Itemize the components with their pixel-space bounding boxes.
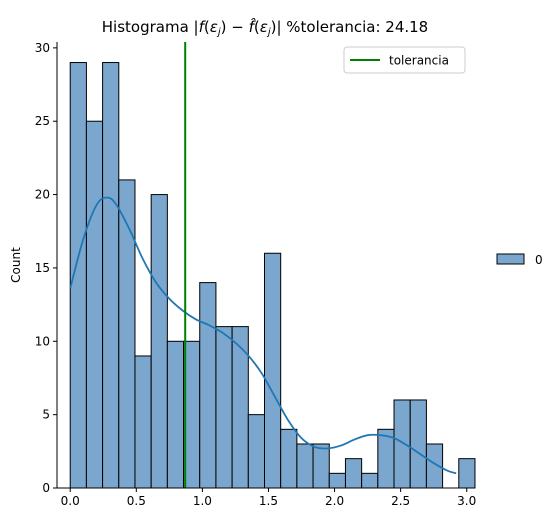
y-tick-label: 10 [35,334,50,348]
y-axis-label: Count [9,247,23,283]
x-tick-label: 0.0 [61,494,80,508]
histogram-bar [361,472,379,489]
y-tick-label: 25 [35,114,50,128]
histogram-bar [312,443,330,489]
legend-series-label: 0 [535,253,543,267]
histogram-bar [134,355,152,489]
histogram-bar [458,458,476,489]
histogram-bar [166,340,185,489]
histogram-bar [296,443,314,489]
histogram-bar [231,326,249,489]
y-tick-label: 5 [42,408,50,422]
x-tick-label: 2.5 [391,494,410,508]
x-tick-label: 1.0 [193,494,212,508]
x-tick-label: 1.5 [259,494,278,508]
y-tick-label: 20 [35,188,50,202]
histogram-bar [344,458,363,489]
legend-series-swatch [496,253,525,265]
histogram-bar [280,428,298,489]
legend-box [343,46,466,74]
histogram-bar [215,326,233,489]
x-tick-label: 3.0 [457,494,476,508]
histogram-bar [150,194,168,489]
y-tick-label: 0 [42,481,50,495]
histogram-bar [409,399,427,489]
histogram-bar [199,282,217,489]
legend-tolerancia: tolerancia [343,46,466,74]
x-tick-label: 2.0 [325,494,344,508]
kde-curve-group [69,196,457,475]
chart-title: Histograma |f(εj) − f̂(εj)| %tolerancia:… [102,17,428,38]
histogram-bars [69,62,476,489]
histogram-bar [85,120,104,489]
histogram-bar [328,472,346,489]
legend-series: 0 [496,253,543,267]
y-tick-label: 15 [35,261,50,275]
histogram-bar [264,252,282,489]
x-tick-label: 0.5 [127,494,146,508]
histogram-bar [393,399,411,489]
legend-label-tolerancia: tolerancia [389,54,449,68]
y-tick-label: 30 [35,41,50,55]
histogram-bar [102,62,120,489]
histogram-bar [118,179,136,489]
axes: 0.0 0.5 1.0 1.5 2.0 2.5 3.0 0 5 10 15 20 25 30 [35,41,477,508]
histogram-bar [247,414,265,489]
kde-curve [69,196,457,475]
